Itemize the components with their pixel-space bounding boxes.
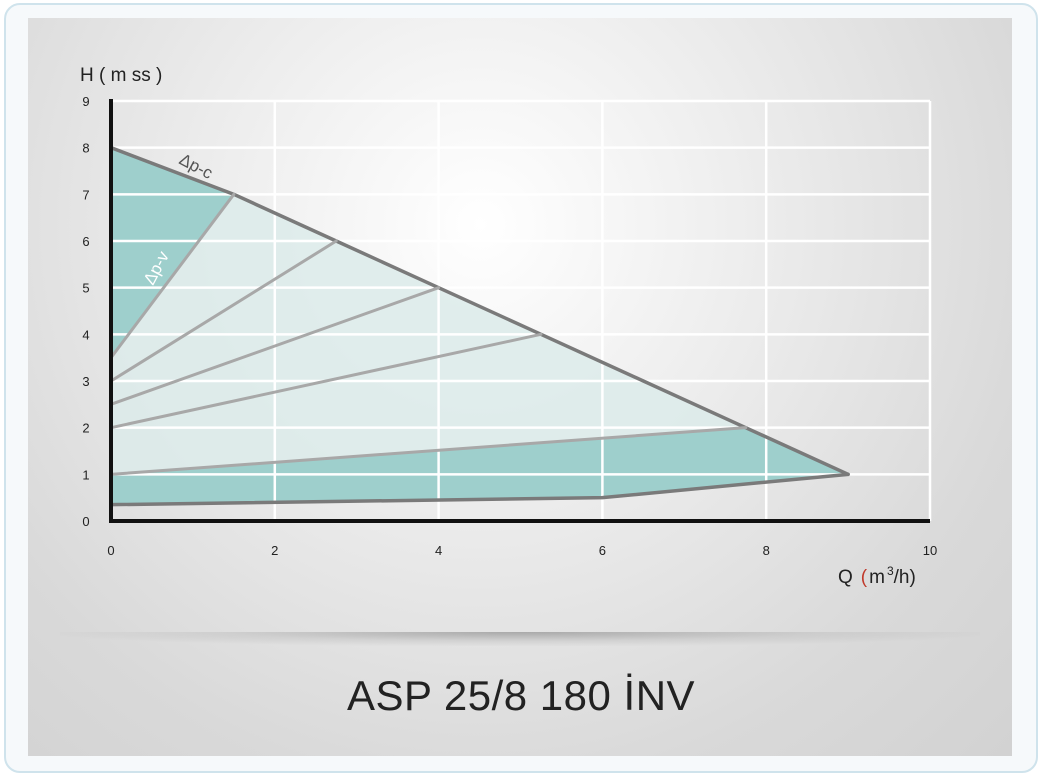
y-tick-label: 3: [82, 374, 89, 389]
curve-line-5: [109, 426, 748, 476]
x-tick-label: 4: [435, 543, 442, 558]
x-tick-label: 0: [107, 543, 114, 558]
dp-v-wedge-fill: [111, 147, 234, 358]
x-tick-label: 8: [763, 543, 770, 558]
x-axis-q: Q: [838, 567, 853, 588]
y-tick-label: 0: [82, 514, 89, 529]
tick-labels: 0 2 4 6 8 10 0 1 2 3 4 5 6 7 8 9: [82, 94, 937, 558]
divider-shadow: [60, 632, 980, 646]
chart-axes: [109, 99, 930, 523]
curve-lines: [109, 145, 850, 507]
x-axis-superscript: 3: [887, 564, 894, 578]
y-tick-label: 9: [82, 94, 89, 109]
curve-line-0: [109, 145, 850, 477]
chart-grid: [111, 99, 932, 521]
x-axis-title: Q (m 3/h): [838, 564, 916, 588]
curve-line-2: [109, 239, 338, 383]
operating-region-fill: [111, 147, 849, 505]
curve-line-4: [109, 332, 543, 430]
y-tick-label: 2: [82, 421, 89, 436]
model-title: ASP 25/8 180 İNV: [346, 672, 696, 719]
x-axis-paren: (: [861, 567, 868, 588]
curve-line-6: [109, 472, 850, 507]
y-tick-label: 8: [82, 141, 89, 156]
curve-line-1: [109, 192, 236, 360]
x-tick-label: 10: [923, 543, 937, 558]
region-fills: [111, 147, 849, 505]
y-tick-label: 6: [82, 234, 89, 249]
y-tick-label: 1: [82, 467, 89, 482]
y-tick-label: 5: [82, 281, 89, 296]
x-tick-label: 2: [271, 543, 278, 558]
x-tick-label: 6: [599, 543, 606, 558]
low-speed-band-fill: [111, 427, 849, 505]
y-tick-label: 4: [82, 327, 89, 342]
y-tick-label: 7: [82, 187, 89, 202]
y-axis-title: H ( m ss ): [80, 65, 162, 86]
curve-line-3: [109, 286, 441, 406]
x-axis-unit-rest: /h): [894, 567, 916, 588]
x-axis-unit: m: [869, 567, 885, 588]
